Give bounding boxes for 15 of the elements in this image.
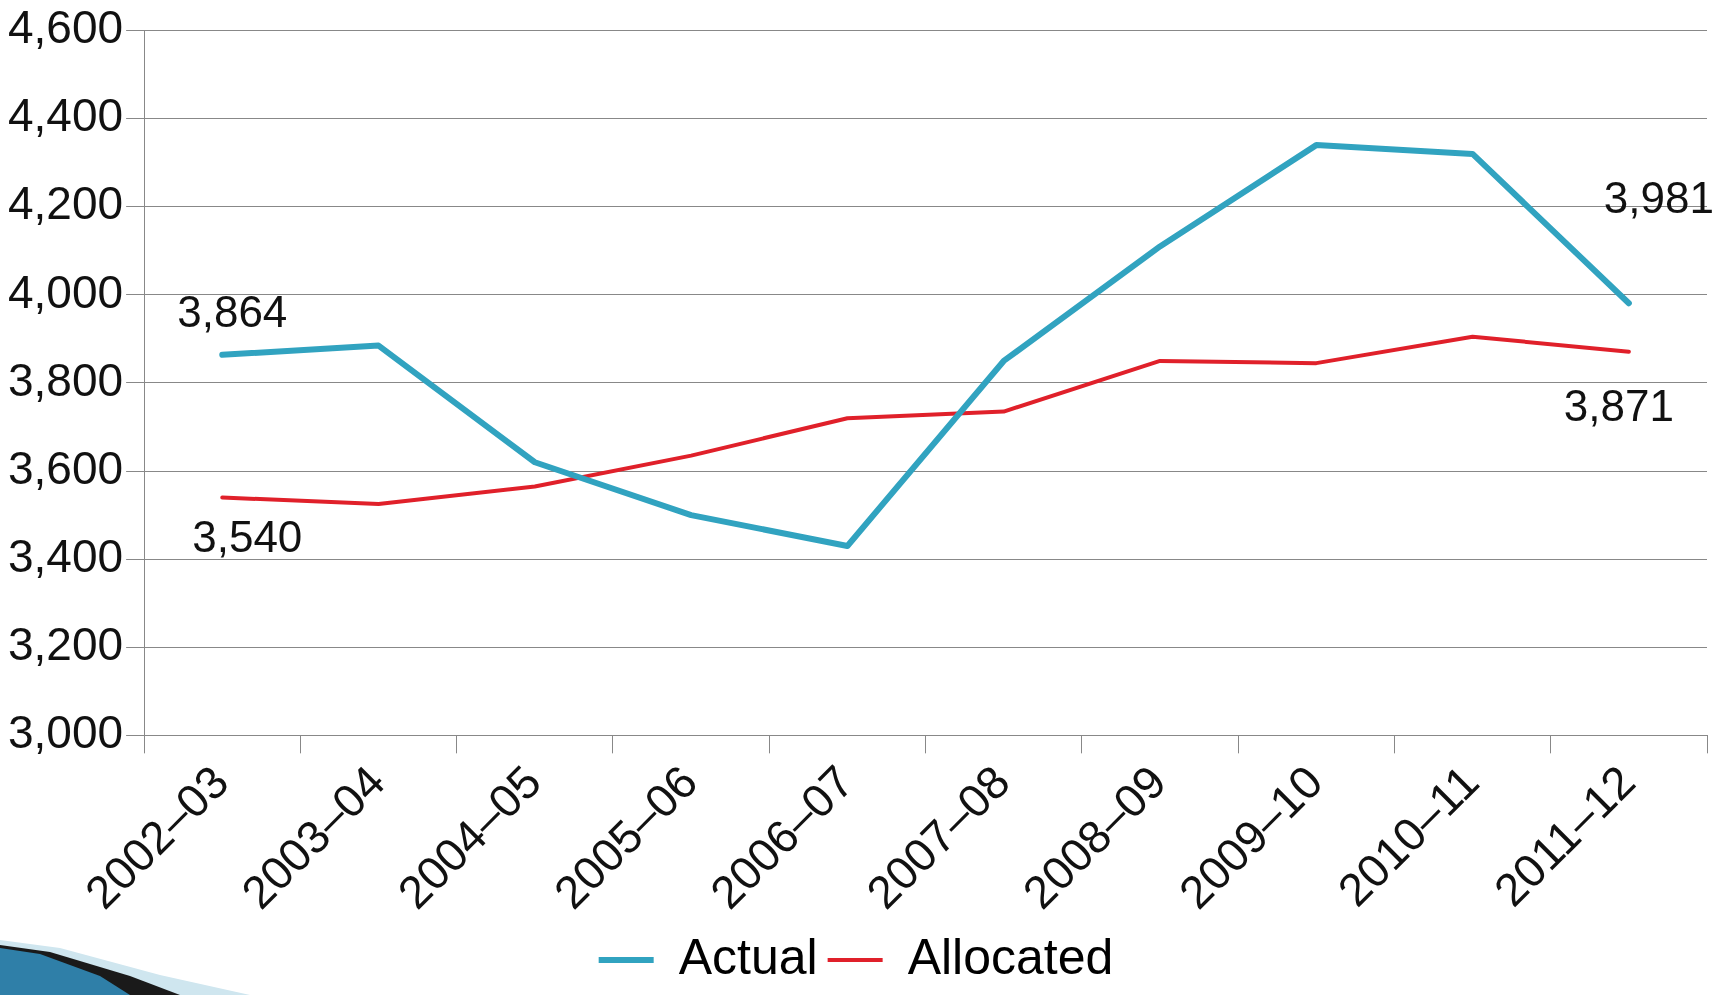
y-tick-label: 4,200 bbox=[7, 177, 124, 230]
y-tick-label: 4,400 bbox=[7, 89, 124, 142]
y-tick-label: 3,000 bbox=[7, 706, 124, 759]
y-tick-label: 4,000 bbox=[7, 265, 124, 318]
y-tick-label: 3,400 bbox=[7, 529, 124, 582]
data-label: 3,864 bbox=[177, 286, 288, 336]
y-tick-label: 3,800 bbox=[7, 353, 124, 406]
data-label: 3,540 bbox=[192, 511, 303, 561]
y-tick-label: 4,600 bbox=[7, 1, 124, 54]
data-label: 3,871 bbox=[1563, 380, 1674, 430]
data-label: 3,981 bbox=[1603, 173, 1714, 223]
y-tick-label: 3,600 bbox=[7, 441, 124, 494]
y-tick-label: 3,200 bbox=[7, 617, 124, 670]
legend-label: Actual bbox=[678, 928, 818, 985]
legend-label: Allocated bbox=[907, 928, 1114, 985]
